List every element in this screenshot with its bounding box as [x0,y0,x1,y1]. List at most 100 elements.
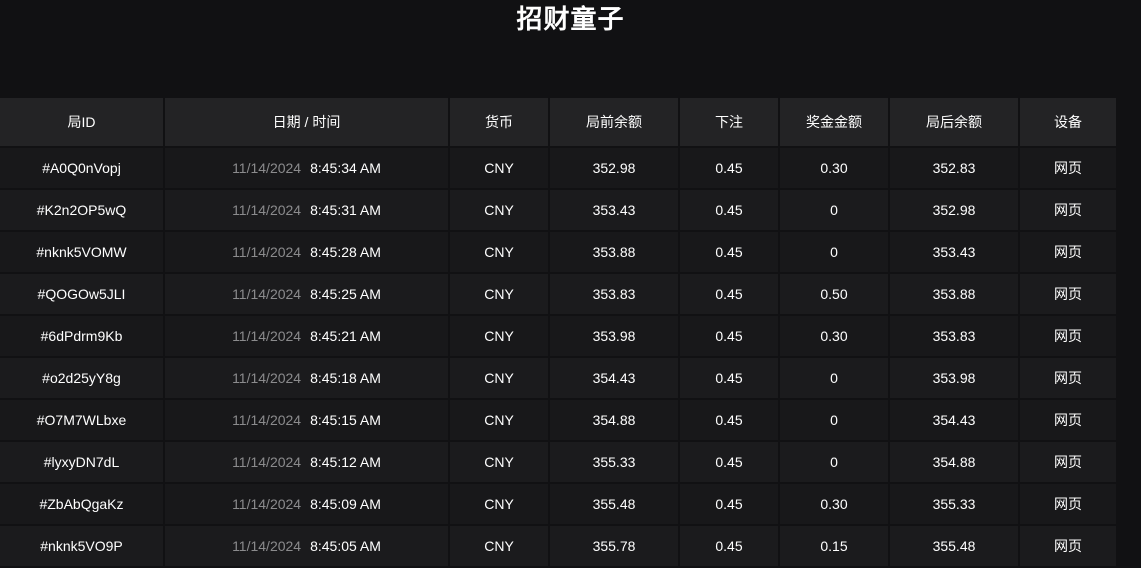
round-date-text: 11/14/2024 [232,202,302,218]
device-text: 网页 [1054,454,1082,470]
cell-device: 网页 [1020,274,1118,316]
device-text: 网页 [1054,538,1082,554]
table-row[interactable]: #o2d25yY8g 11/14/2024 8:45:18 AM CNY 354.43 0… [0,358,1141,400]
cell-balance-before: 352.98 [550,148,680,190]
table-row[interactable]: #ZbAbQgaKz 11/14/2024 8:45:09 AM CNY 355.48 0… [0,484,1141,526]
column-header-spacer [1118,98,1141,148]
column-header-win[interactable]: 奖金金额 [780,98,890,148]
round-id-text: #6dPdrm9Kb [40,328,123,344]
cell-balance-before: 355.48 [550,484,680,526]
column-header-balance-after[interactable]: 局后余额 [890,98,1020,148]
device-text: 网页 [1054,496,1082,512]
table-row[interactable]: #K2n2OP5wQ 11/14/2024 8:45:31 AM CNY 353.43 0… [0,190,1141,232]
cell-bet: 0.45 [680,148,780,190]
column-header-device[interactable]: 设备 [1020,98,1118,148]
cell-balance-after: 353.88 [890,274,1020,316]
table-header-row: 局ID 日期 / 时间 货币 局前余额 下注 奖金金额 局后余额 设备 [0,98,1141,148]
round-date-text: 11/14/2024 [232,454,302,470]
cell-round-id[interactable]: #A0Q0nVopj [0,148,165,190]
round-date-text: 11/14/2024 [232,328,302,344]
cell-bet: 0.45 [680,400,780,442]
cell-round-id[interactable]: #o2d25yY8g [0,358,165,400]
cell-datetime: 11/14/2024 8:45:25 AM [165,274,450,316]
round-time-text: 8:45:31 AM [310,202,381,218]
round-date-text: 11/14/2024 [232,370,302,386]
cell-device: 网页 [1020,148,1118,190]
table-row[interactable]: #QOGOw5JLI 11/14/2024 8:45:25 AM CNY 353.83 0… [0,274,1141,316]
cell-spacer [1118,316,1141,358]
table-row[interactable]: #O7M7WLbxe 11/14/2024 8:45:15 AM CNY 354.88 0… [0,400,1141,442]
cell-win: 0 [780,190,890,232]
cell-datetime: 11/14/2024 8:45:18 AM [165,358,450,400]
device-text: 网页 [1054,370,1082,386]
round-id-text: #K2n2OP5wQ [36,202,127,218]
table-row[interactable]: #lyxyDN7dL 11/14/2024 8:45:12 AM CNY 355.33 0… [0,442,1141,484]
cell-balance-before: 354.43 [550,358,680,400]
rounds-table-container: 局ID 日期 / 时间 货币 局前余额 下注 奖金金额 局后余额 设备 #A0Q… [0,98,1141,568]
cell-round-id[interactable]: #6dPdrm9Kb [0,316,165,358]
cell-spacer [1118,358,1141,400]
cell-datetime: 11/14/2024 8:45:34 AM [165,148,450,190]
column-header-round-id[interactable]: 局ID [0,98,165,148]
round-time-text: 8:45:15 AM [310,412,381,428]
cell-win: 0 [780,358,890,400]
cell-bet: 0.45 [680,232,780,274]
cell-balance-after: 352.98 [890,190,1020,232]
column-header-bet[interactable]: 下注 [680,98,780,148]
table-row[interactable]: #6dPdrm9Kb 11/14/2024 8:45:21 AM CNY 353.98 0… [0,316,1141,358]
cell-win: 0 [780,442,890,484]
device-text: 网页 [1054,244,1082,260]
cell-round-id[interactable]: #nknk5VOMW [0,232,165,274]
device-text: 网页 [1054,286,1082,302]
round-time-text: 8:45:12 AM [310,454,381,470]
cell-currency: CNY [450,400,550,442]
cell-device: 网页 [1020,232,1118,274]
table-row[interactable]: #nknk5VO9P 11/14/2024 8:45:05 AM CNY 355.78 0… [0,526,1141,568]
column-header-currency[interactable]: 货币 [450,98,550,148]
cell-currency: CNY [450,232,550,274]
cell-currency: CNY [450,358,550,400]
cell-win: 0.30 [780,316,890,358]
device-text: 网页 [1054,328,1082,344]
cell-balance-after: 353.98 [890,358,1020,400]
table-row[interactable]: #A0Q0nVopj 11/14/2024 8:45:34 AM CNY 352.98 0… [0,148,1141,190]
cell-round-id[interactable]: #O7M7WLbxe [0,400,165,442]
cell-win: 0 [780,400,890,442]
cell-round-id[interactable]: #K2n2OP5wQ [0,190,165,232]
cell-datetime: 11/14/2024 8:45:31 AM [165,190,450,232]
cell-balance-after: 354.43 [890,400,1020,442]
column-header-datetime[interactable]: 日期 / 时间 [165,98,450,148]
cell-spacer [1118,190,1141,232]
cell-round-id[interactable]: #QOGOw5JLI [0,274,165,316]
page-title: 招财童子 [516,4,625,34]
cell-datetime: 11/14/2024 8:45:28 AM [165,232,450,274]
table-body: #A0Q0nVopj 11/14/2024 8:45:34 AM CNY 352.98 0… [0,148,1141,568]
cell-round-id[interactable]: #lyxyDN7dL [0,442,165,484]
cell-device: 网页 [1020,316,1118,358]
table-row[interactable]: #nknk5VOMW 11/14/2024 8:45:28 AM CNY 353.88 0… [0,232,1141,274]
round-date-text: 11/14/2024 [232,160,302,176]
cell-bet: 0.45 [680,190,780,232]
cell-spacer [1118,148,1141,190]
table-header: 局ID 日期 / 时间 货币 局前余额 下注 奖金金额 局后余额 设备 [0,98,1141,148]
cell-bet: 0.45 [680,442,780,484]
round-id-text: #lyxyDN7dL [43,454,120,470]
column-header-balance-before[interactable]: 局前余额 [550,98,680,148]
cell-bet: 0.45 [680,358,780,400]
cell-bet: 0.45 [680,274,780,316]
device-text: 网页 [1054,412,1082,428]
cell-round-id[interactable]: #nknk5VO9P [0,526,165,568]
cell-round-id[interactable]: #ZbAbQgaKz [0,484,165,526]
cell-bet: 0.45 [680,484,780,526]
cell-device: 网页 [1020,358,1118,400]
cell-spacer [1118,232,1141,274]
cell-balance-before: 355.78 [550,526,680,568]
cell-device: 网页 [1020,400,1118,442]
round-id-text: #O7M7WLbxe [36,412,127,428]
cell-bet: 0.45 [680,316,780,358]
title-bar: 招财童子 [0,0,1141,98]
cell-balance-after: 355.33 [890,484,1020,526]
round-id-text: #nknk5VOMW [36,244,127,260]
cell-balance-before: 353.43 [550,190,680,232]
